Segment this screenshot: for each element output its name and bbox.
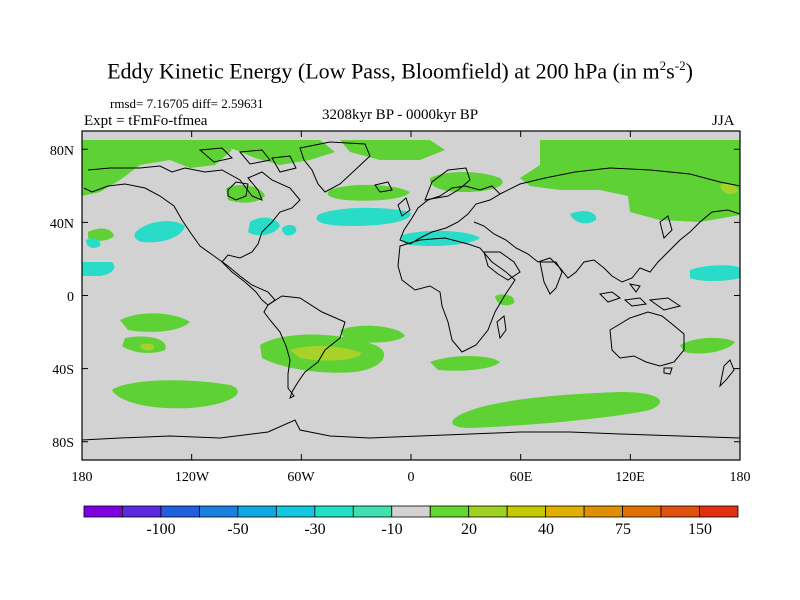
colorbar-label: 150	[688, 521, 712, 538]
colorbar-swatch	[314, 505, 354, 518]
colorbar-swatch	[468, 505, 508, 518]
figure-title: Eddy Kinetic Energy (Low Pass, Bloomfiel…	[107, 58, 693, 84]
field-green	[82, 140, 740, 428]
axis-ticks	[81, 131, 741, 460]
colorbar-swatch	[160, 505, 200, 518]
colorbar-label: 75	[615, 521, 631, 538]
season-label: JJA	[712, 113, 735, 129]
ylabel-80s: 80S	[52, 436, 74, 451]
colorbar-swatch	[545, 505, 585, 518]
anomaly-fields	[82, 140, 740, 428]
colorbar-swatch	[660, 505, 700, 518]
colorbar-swatch	[583, 505, 623, 518]
colorbar-label: -30	[304, 521, 326, 538]
ylabel-80n: 80N	[49, 144, 74, 159]
colorbar-swatch	[352, 505, 393, 518]
colorbar-label: 20	[461, 521, 477, 538]
colorbar-swatch	[506, 505, 547, 518]
colorbar-label: -50	[227, 521, 249, 538]
colorbar	[83, 505, 739, 518]
xlabel-60w: 60W	[287, 470, 315, 485]
colorbar-label: 40	[538, 521, 554, 538]
stats-text: rmsd= 7.16705 diff= 2.59631	[110, 96, 264, 111]
xlabel-60e: 60E	[509, 470, 533, 485]
xlabel-180w: 180	[71, 470, 93, 485]
ylabel-40n: 40N	[49, 217, 74, 232]
ylabel-40s: 40S	[52, 363, 74, 378]
colorbar-swatch	[391, 505, 431, 518]
colorbar-swatch	[622, 505, 662, 518]
xlabel-0: 0	[407, 470, 415, 485]
colorbar-swatch	[83, 505, 123, 518]
field-yellow-green	[140, 183, 738, 361]
experiment-label: Expt = tFmFo-tfmea	[84, 113, 208, 129]
coastlines	[82, 141, 740, 441]
xlabel-120w: 120W	[174, 470, 210, 485]
xlabel-180e: 180	[729, 470, 751, 485]
colorbar-swatch	[275, 505, 316, 518]
ylabel-0: 0	[67, 290, 74, 305]
colorbar-swatch	[237, 505, 277, 518]
period-label: 3208kyr BP - 0000kyr BP	[321, 107, 479, 123]
xlabel-120e: 120E	[615, 470, 645, 485]
colorbar-swatch	[199, 505, 239, 518]
colorbar-swatch	[699, 505, 739, 518]
colorbar-swatch	[122, 505, 162, 518]
colorbar-swatch	[429, 505, 470, 518]
colorbar-label: -100	[146, 521, 176, 538]
colorbar-label: -10	[381, 521, 403, 538]
